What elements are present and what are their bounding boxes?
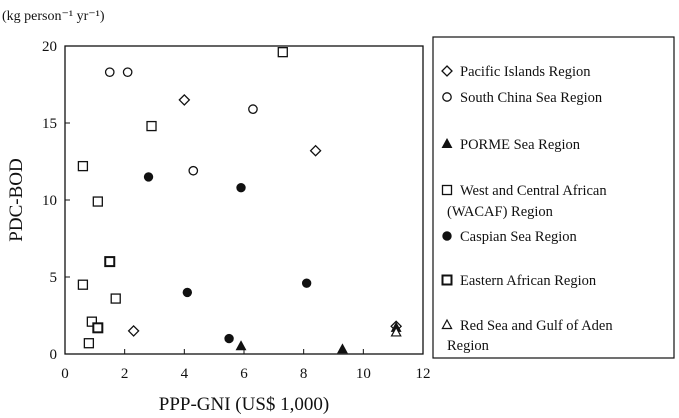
data-point: [86, 316, 97, 327]
legend-label: Red Sea and Gulf of Aden: [460, 318, 613, 334]
legend-label: Caspian Sea Region: [460, 229, 578, 245]
legend-marker: [441, 137, 453, 148]
legend-label-cont: (WACAF) Region: [447, 204, 554, 220]
legend-label: Eastern African Region: [460, 273, 597, 289]
data-point: [83, 338, 95, 349]
data-point: [178, 93, 191, 106]
y-tick-label: 10: [42, 193, 57, 209]
data-point: [248, 104, 258, 114]
y-axis: 0 5 10 15 20: [42, 39, 70, 363]
data-point: [92, 322, 104, 334]
legend-label: Pacific Islands Region: [460, 64, 591, 80]
legend-label-cont: Region: [447, 338, 490, 354]
data-point: [236, 182, 246, 193]
data-point: [127, 324, 140, 337]
legend-marker: [441, 184, 453, 196]
y-tick-label: 0: [50, 347, 58, 363]
data-point: [188, 165, 199, 176]
data-point: [104, 256, 116, 268]
data-point: [277, 47, 288, 58]
unit-label: (kg person⁻¹ yr⁻¹): [2, 9, 105, 24]
data-point: [309, 144, 322, 157]
data-point: [235, 340, 247, 351]
legend-marker: [441, 318, 453, 330]
y-axis-title: PDC-BOD: [6, 158, 27, 241]
data-point: [182, 287, 193, 298]
legend-label: South China Sea Region: [460, 90, 603, 106]
legend-marker: [441, 274, 453, 286]
data-point: [122, 67, 133, 78]
data-point: [390, 326, 402, 337]
x-tick-label: 4: [181, 366, 189, 382]
x-tick-label: 12: [416, 366, 431, 382]
x-tick-label: 0: [61, 366, 69, 382]
data-point: [104, 67, 115, 78]
data-point: [146, 120, 157, 132]
data-point: [337, 343, 348, 354]
x-tick-label: 6: [240, 366, 248, 382]
x-axis-title: PPP-GNI (US$ 1,000): [159, 394, 330, 415]
legend: Pacific Islands Region South China Sea Re…: [432, 36, 675, 359]
data-point: [77, 279, 89, 290]
x-tick-label: 8: [300, 366, 308, 382]
legend-label: West and Central African: [460, 183, 607, 199]
x-axis: 0 2 4 6 8 10 12: [61, 349, 431, 382]
data-point: [110, 293, 121, 304]
legend-marker: [442, 231, 452, 241]
data-point: [77, 160, 89, 172]
legend-marker: [442, 92, 452, 102]
plot-frame: [64, 45, 424, 355]
legend-label: PORME Sea Region: [460, 137, 581, 153]
data-point: [224, 333, 234, 344]
x-tick-label: 10: [356, 366, 371, 382]
data-point: [143, 172, 154, 182]
data-points: [77, 47, 403, 354]
data-point: [301, 278, 312, 288]
y-tick-label: 20: [42, 39, 57, 55]
legend-marker: [441, 65, 453, 77]
y-tick-label: 5: [50, 270, 58, 286]
data-point: [92, 196, 103, 207]
x-tick-label: 2: [121, 366, 129, 382]
legend-frame: [432, 36, 675, 359]
y-tick-label: 15: [42, 116, 57, 132]
